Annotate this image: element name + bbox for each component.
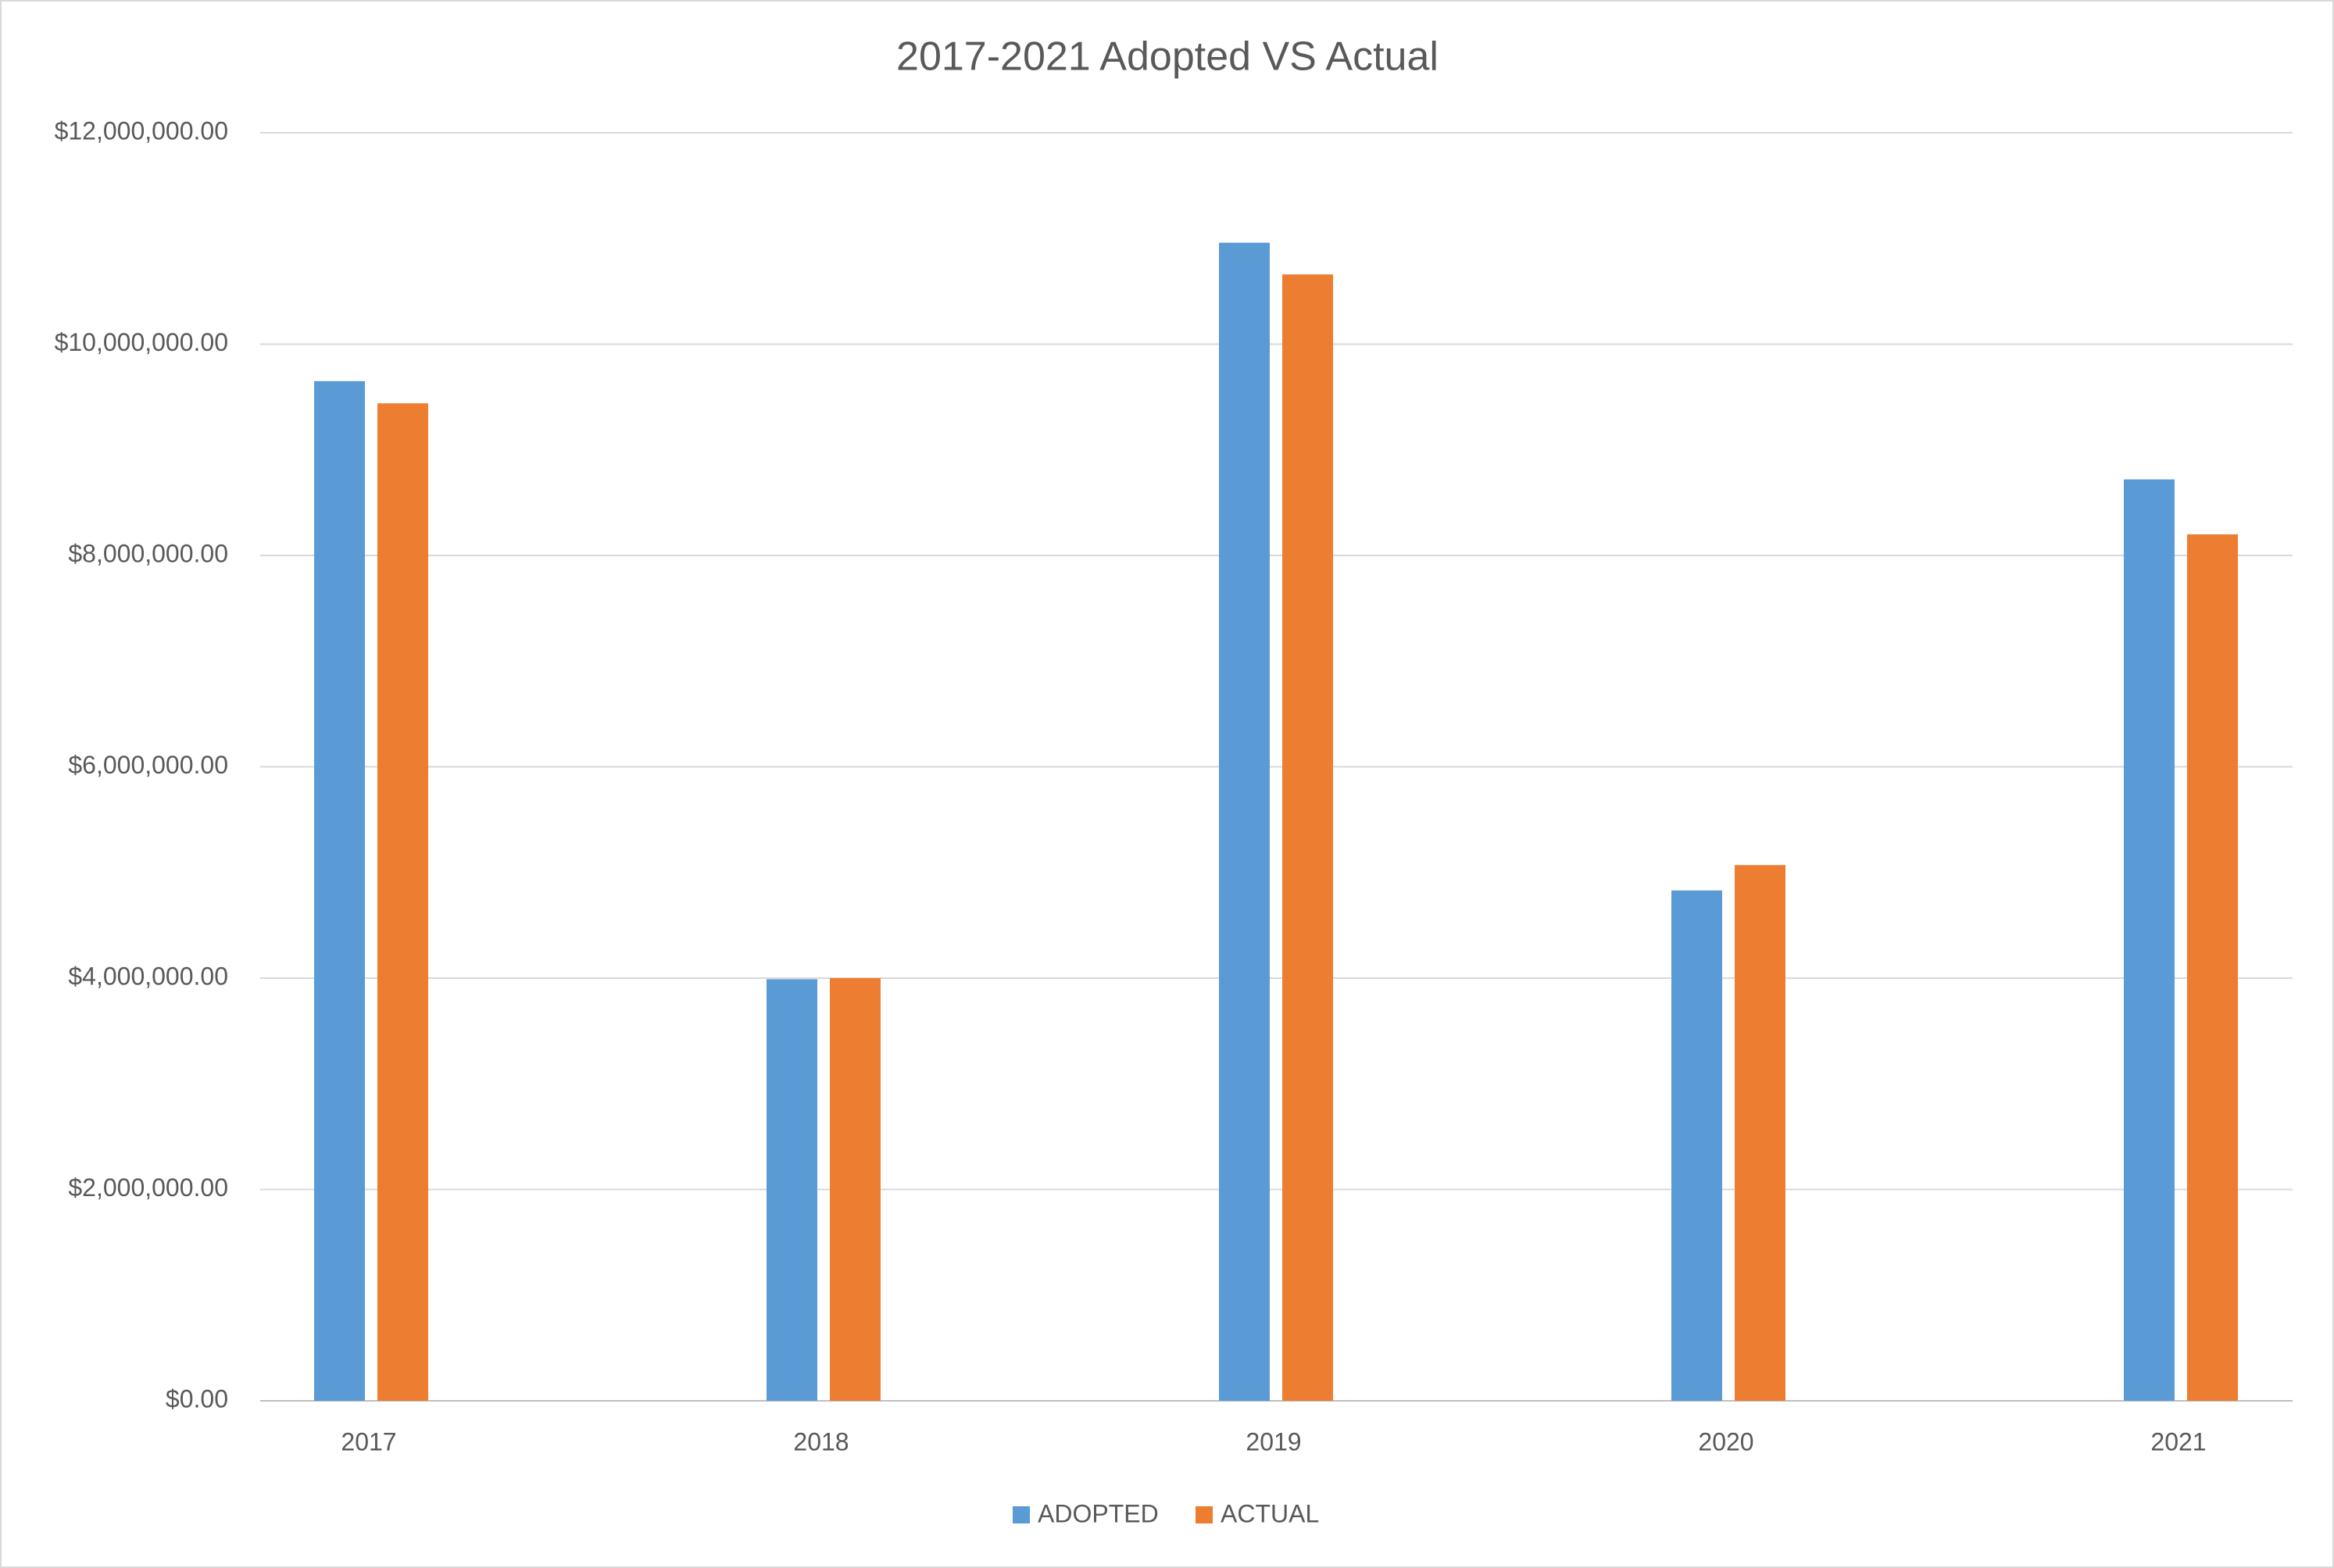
y-tick-label: $12,000,000.00 xyxy=(55,116,228,145)
bar xyxy=(1219,242,1270,1401)
x-tick-label: 2019 xyxy=(1246,1427,1301,1455)
bar xyxy=(1671,890,1722,1401)
bar xyxy=(2124,479,2175,1401)
bar xyxy=(377,403,428,1401)
x-tick-label: 2017 xyxy=(341,1427,396,1455)
legend-label: ADOPTED xyxy=(1038,1499,1159,1527)
bar xyxy=(2187,534,2238,1402)
legend-label: ACTUAL xyxy=(1221,1499,1319,1527)
legend-swatch xyxy=(1196,1506,1213,1523)
y-tick-label: $0.00 xyxy=(166,1384,228,1413)
x-tick-label: 2020 xyxy=(1698,1427,1753,1455)
chart-title: 2017-2021 Adopted VS Actual xyxy=(896,34,1439,80)
bar xyxy=(767,979,817,1401)
bar xyxy=(314,380,365,1401)
y-tick-label: $6,000,000.00 xyxy=(68,751,228,779)
bar xyxy=(1735,865,1785,1401)
bar xyxy=(1282,274,1333,1401)
y-tick-label: $10,000,000.00 xyxy=(55,328,228,356)
x-tick-label: 2018 xyxy=(793,1427,849,1455)
y-tick-label: $8,000,000.00 xyxy=(68,539,228,567)
x-tick-label: 2021 xyxy=(2150,1427,2206,1455)
y-tick-label: $4,000,000.00 xyxy=(68,962,228,990)
bar xyxy=(830,978,881,1401)
y-tick-label: $2,000,000.00 xyxy=(68,1173,228,1202)
legend-swatch xyxy=(1013,1506,1030,1523)
